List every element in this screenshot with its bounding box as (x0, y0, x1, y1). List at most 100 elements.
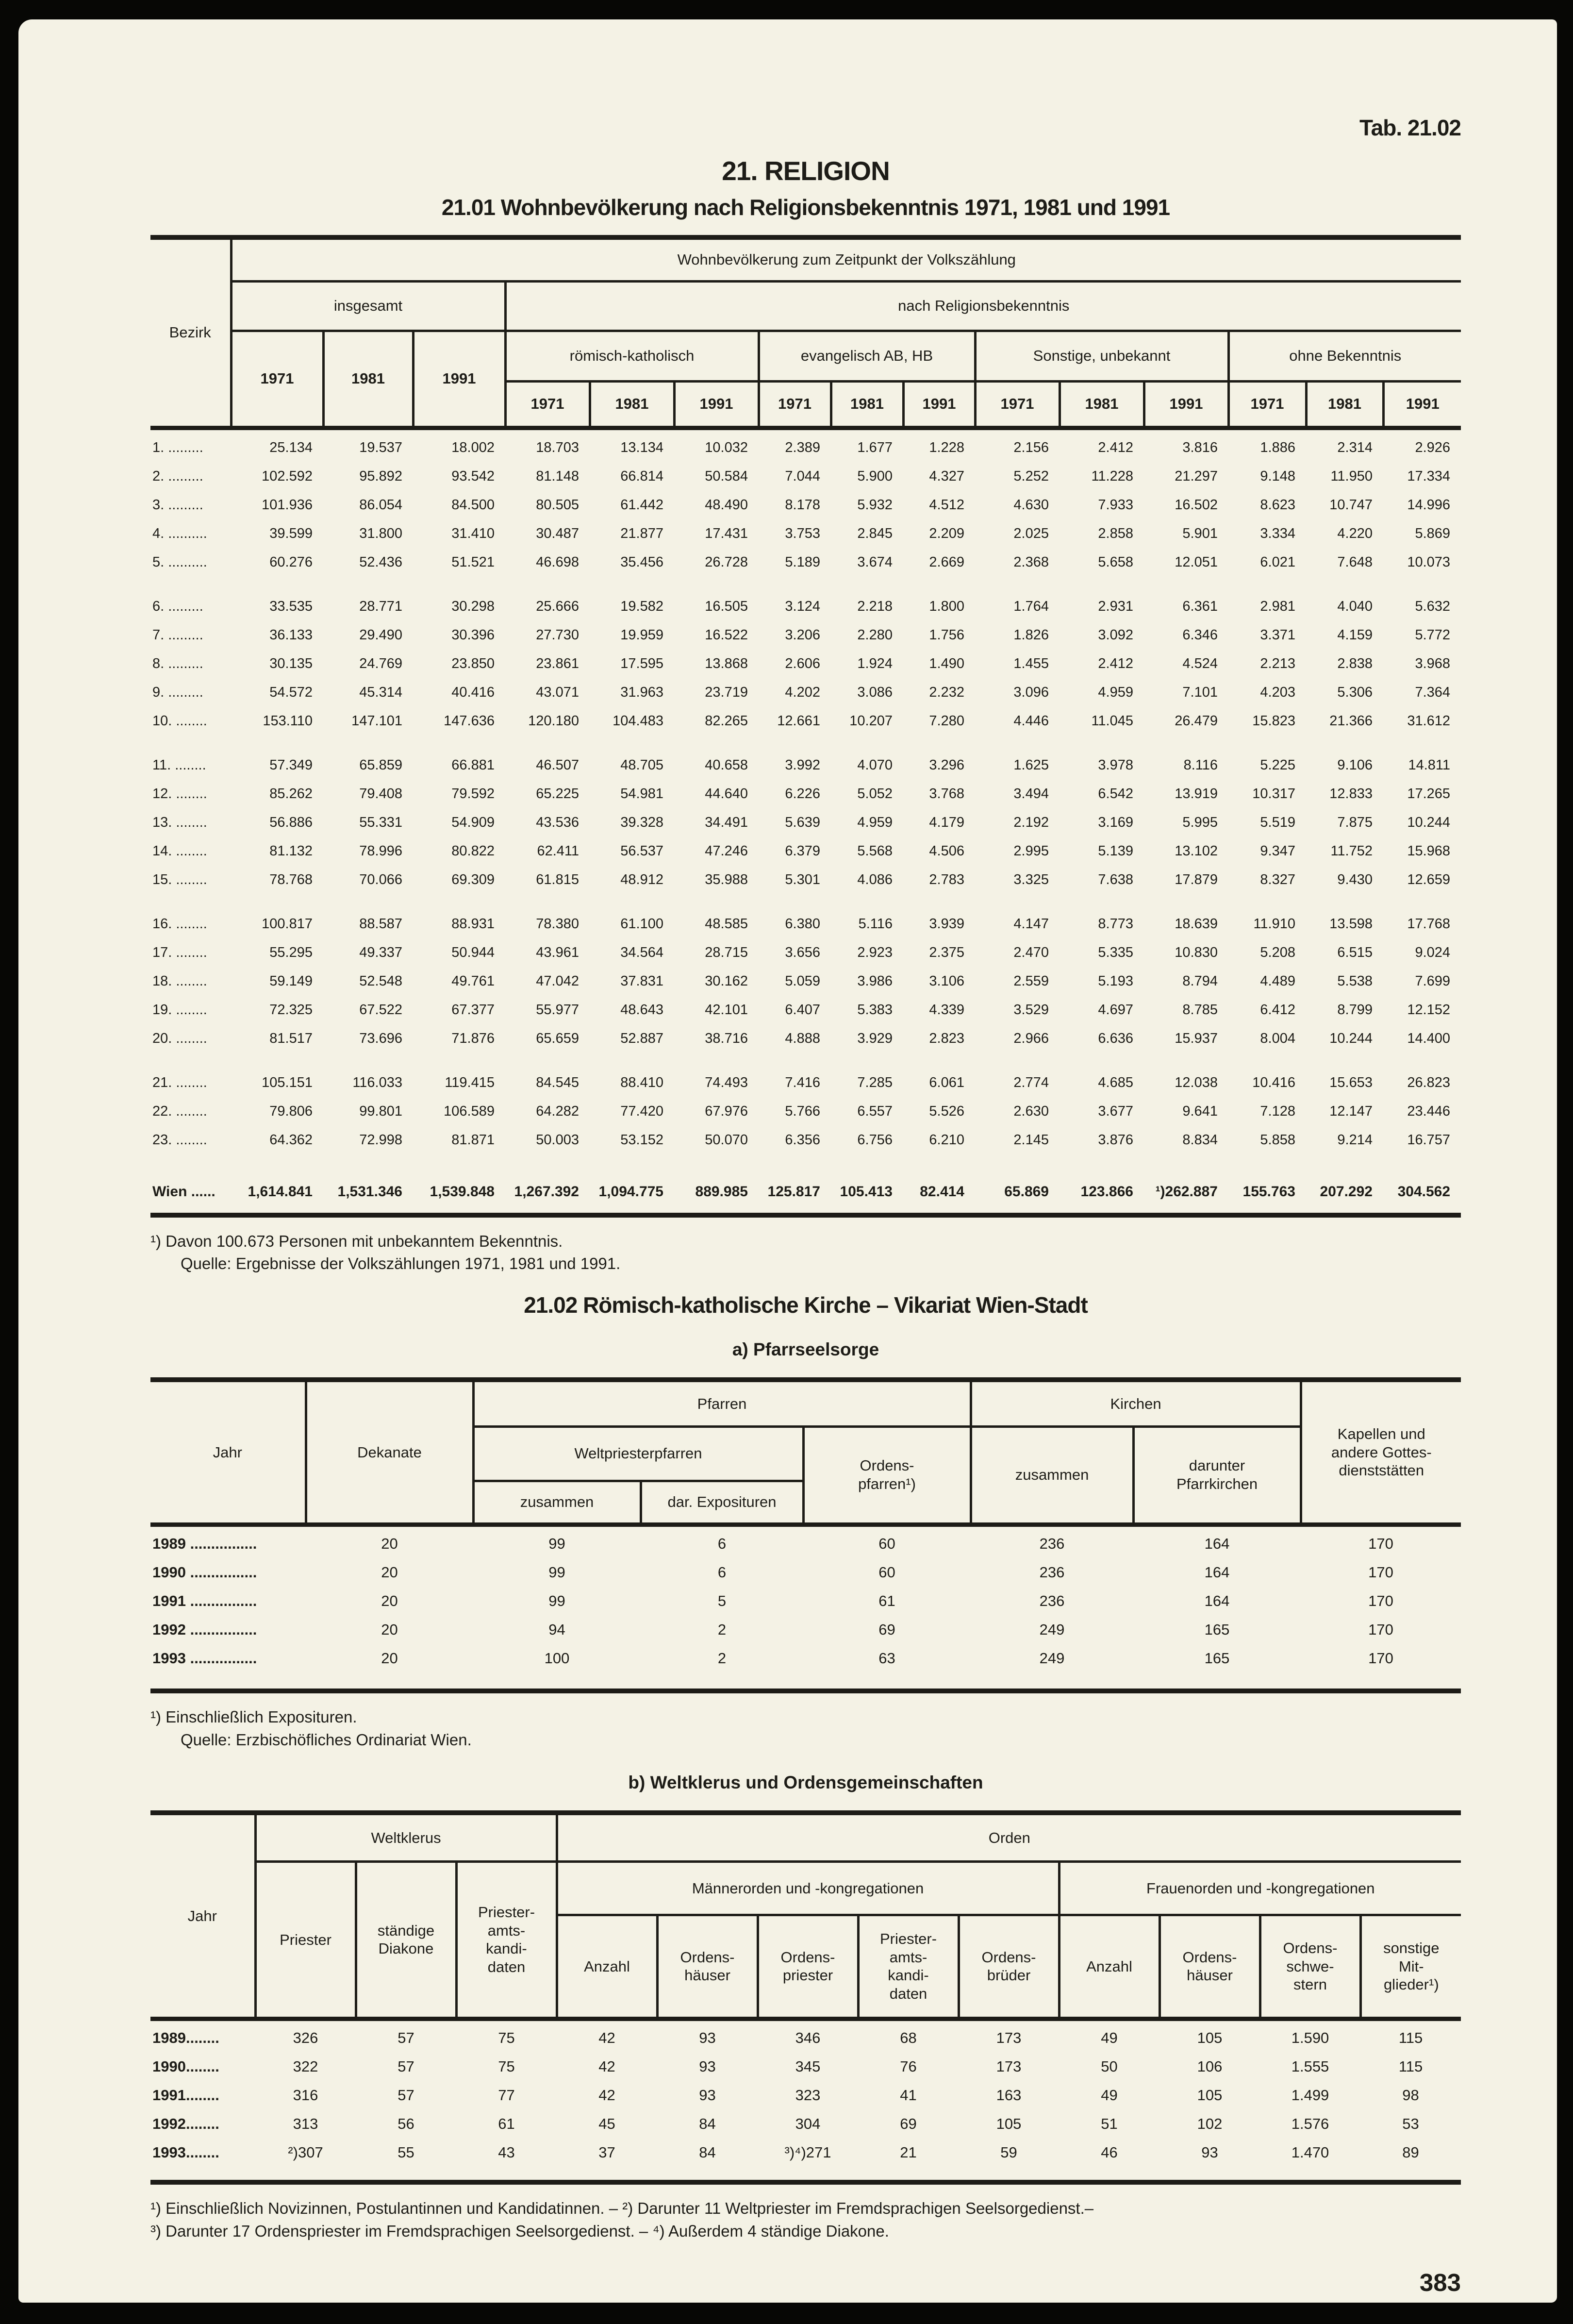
table-cell: 52.548 (359, 973, 402, 989)
table-cell: 11.045 (1091, 713, 1133, 729)
table-cell: 14.811 (1408, 757, 1451, 773)
table-cell: 304 (795, 2115, 821, 2132)
table-cell: 11.752 (1330, 843, 1373, 859)
table-cell: 60 (878, 1563, 895, 1581)
table-cell: 48.585 (705, 916, 748, 932)
table-cell: 236 (1039, 1592, 1065, 1609)
table-cell: 173 (996, 2057, 1022, 2075)
table-cell: 1.886 (1260, 439, 1295, 455)
table-cell: 39.599 (269, 525, 313, 541)
header-ordenspfarren: Ordens- pfarren¹) (803, 1426, 972, 1527)
table-cell: 88.587 (359, 916, 402, 932)
table-cell: 85.262 (269, 786, 313, 802)
table-cell: 38.716 (705, 1030, 748, 1046)
row-label: 10. ........ (152, 713, 207, 729)
table-cell: 3.092 (1098, 627, 1133, 643)
table-cell: 37 (598, 2143, 615, 2161)
header-year: 1991 (1144, 381, 1230, 430)
table-cell: 165 (1204, 1621, 1230, 1638)
table-cell: ¹)262.887 (1155, 1183, 1218, 1200)
table-cell: 98 (1402, 2086, 1419, 2104)
table-cell: 18.703 (536, 439, 579, 455)
table-cell: 1.455 (1013, 655, 1049, 671)
table2a-footnotes: ¹) Einschließlich Exposituren. Quelle: E… (150, 1706, 1461, 1752)
table-cell: ³)⁴)271 (784, 2143, 831, 2161)
table-cell: 26.728 (705, 554, 748, 570)
table-cell: 1.677 (857, 439, 893, 455)
table-cell: 30.487 (536, 525, 579, 541)
table-cell: 31.410 (451, 525, 495, 541)
row-label: 14. ........ (152, 843, 207, 859)
table-row: 4. .......... 39.599 31.800 31.410 30.48… (150, 516, 1461, 545)
table-cell: 57 (397, 2029, 414, 2046)
row-label: 4. .......... (152, 525, 207, 541)
table-cell: 72.998 (359, 1132, 402, 1148)
table-cell: 9.106 (1337, 757, 1373, 773)
table-row: 9. ......... 54.572 45.314 40.416 43.071… (150, 675, 1461, 703)
table-cell: 10.244 (1407, 814, 1451, 830)
table-cell: 5.519 (1260, 814, 1295, 830)
header-ordenshaeuser: Ordens- häuser (657, 1915, 759, 2021)
table-cell: 102 (1197, 2115, 1223, 2132)
table-cell: 81.132 (269, 843, 313, 859)
table-cell: 6.380 (785, 916, 820, 932)
table-cell: 49.337 (359, 944, 402, 960)
header-orden: Orden (557, 1813, 1461, 1863)
paper-sheet: Tab. 21.02 21. RELIGION 21.01 Wohnbevölk… (18, 19, 1557, 2303)
table-row: 1. ......... 25.134 19.537 18.002 18.703… (150, 428, 1461, 459)
row-label-year: 1991 ................ (152, 1592, 257, 1609)
table-cell: 5.772 (1415, 627, 1451, 643)
header-year: 1991 (1383, 381, 1461, 430)
table-cell: 2.606 (785, 655, 820, 671)
table-cell: 67.522 (359, 1002, 402, 1018)
table-cell: 23.719 (705, 684, 748, 700)
table-cell: 116.033 (352, 1074, 402, 1090)
table-cell: 2.368 (1013, 554, 1049, 570)
table-cell: 101.936 (262, 497, 313, 513)
header-insgesamt: insgesamt (231, 281, 507, 332)
table-cell: 20 (381, 1649, 398, 1667)
table-cell: 2.280 (857, 627, 893, 643)
table-cell: 323 (795, 2086, 821, 2104)
table-cell: 8.623 (1260, 497, 1295, 513)
table-cell: 9.024 (1415, 944, 1451, 960)
table-cell: 2.209 (929, 525, 964, 541)
table-cell: 10.244 (1329, 1030, 1373, 1046)
table-cell: 25.134 (269, 439, 313, 455)
table-cell: 64.282 (536, 1103, 579, 1119)
table-cell: 2.559 (1013, 973, 1049, 989)
footnote: ¹) Davon 100.673 Personen mit unbekannte… (150, 1232, 563, 1250)
table-cell: 43 (498, 2143, 515, 2161)
table-cell: 3.929 (857, 1030, 893, 1046)
table-row: 5. .......... 60.276 52.436 51.521 46.69… (150, 545, 1461, 573)
row-label-year: 1989........ (152, 2029, 219, 2046)
table-cell: 105.151 (262, 1074, 313, 1090)
table-cell: 50.070 (705, 1132, 748, 1148)
table-cell: 170 (1368, 1563, 1393, 1581)
table2-title: 21.02 Römisch-katholische Kirche – Vikar… (524, 1292, 1088, 1318)
table-cell: 17.265 (1407, 786, 1451, 802)
table-cell: 12.152 (1407, 1002, 1451, 1018)
table-cell: 10.747 (1329, 497, 1373, 513)
table-cell: 10.416 (1252, 1074, 1295, 1090)
table-cell: 5.193 (1098, 973, 1133, 989)
table-cell: 76 (900, 2057, 917, 2075)
table-row: 1992 ................ 20 94 2 69 249 165… (150, 1613, 1461, 1641)
table-cell: 3.876 (1098, 1132, 1133, 1148)
table-cell: 50.003 (536, 1132, 579, 1148)
table-cell: 43.071 (536, 684, 579, 700)
table-cell: 19.959 (620, 627, 663, 643)
table-cell: 2.783 (929, 871, 964, 887)
table-cell: 2.145 (1013, 1132, 1049, 1148)
table-cell: 164 (1204, 1535, 1230, 1552)
header-maennerorden: Männerorden und -kongregationen (557, 1861, 1060, 1916)
table-cell: 52.436 (359, 554, 402, 570)
row-label: 6. ......... (152, 598, 203, 614)
row-label: 17. ........ (152, 944, 207, 960)
table-cell: 3.978 (1098, 757, 1133, 773)
table-cell: 42 (598, 2086, 615, 2104)
table-cell: 69.309 (451, 871, 495, 887)
table-cell: 2.389 (785, 439, 820, 455)
table-cell: 4.685 (1098, 1074, 1133, 1090)
row-label: 23. ........ (152, 1132, 207, 1148)
